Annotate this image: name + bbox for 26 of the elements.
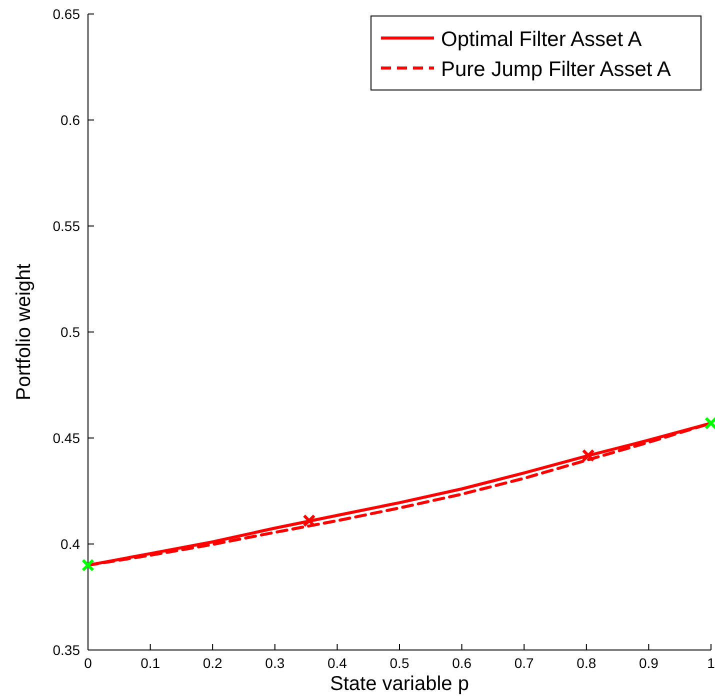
x-tick-label: 0 [84, 655, 92, 671]
y-tick-label: 0.45 [52, 430, 80, 446]
x-tick-label: 0.2 [202, 655, 223, 671]
x-tick-label: 0.3 [265, 655, 285, 671]
y-tick-label: 0.6 [60, 112, 80, 128]
y-tick-label: 0.35 [52, 642, 80, 658]
x-tick-label: 1 [707, 655, 715, 671]
x-tick-label: 0.8 [576, 655, 596, 671]
x-tick-label: 0.1 [140, 655, 160, 671]
y-axis-title: Portfolio weight [13, 263, 35, 400]
y-tick-label: 0.5 [60, 324, 80, 340]
legend-label: Pure Jump Filter Asset A [441, 58, 671, 81]
legend-label: Optimal Filter Asset A [441, 28, 642, 51]
point [582, 448, 595, 462]
x-tick-label: 0.9 [638, 655, 659, 671]
x-axis-title: State variable p [330, 673, 469, 695]
y-tick-label: 0.55 [52, 218, 80, 234]
point [82, 558, 94, 572]
y-tick-label: 0.65 [52, 6, 80, 22]
x-tick-label: 0.7 [514, 655, 534, 671]
x-tick-label: 0.6 [452, 655, 472, 671]
x-tick-label: 0.5 [390, 655, 410, 671]
y-tick-label: 0.4 [60, 536, 80, 552]
point [302, 514, 316, 528]
x-tick-label: 0.4 [327, 655, 348, 671]
point [704, 416, 715, 430]
